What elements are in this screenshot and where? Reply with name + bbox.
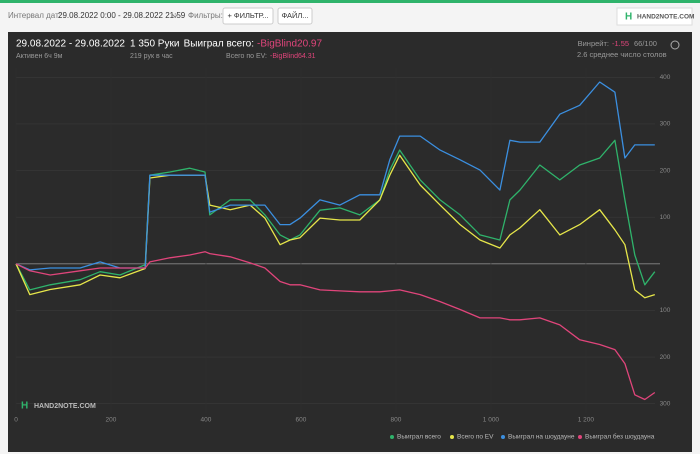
logo-icon: H — [625, 12, 632, 23]
filters-label: Фильтры: — [188, 11, 223, 20]
legend-label: Выиграл на шоудауне — [508, 434, 575, 441]
ev-label: Всего по EV: — [226, 53, 267, 60]
y-tick-label: 400 — [660, 74, 671, 81]
watermark: HAND2NOTE.COM — [34, 403, 96, 410]
legend-item[interactable]: Выиграл без шоудауна — [578, 433, 655, 441]
y-tick-label: 300 — [660, 121, 671, 128]
won-label: Выиграл всего: — [184, 39, 254, 50]
logo: HAND2NOTE.COM — [637, 14, 694, 21]
hands-per-hour: 219 рук в час — [130, 53, 173, 60]
legend-item[interactable]: Всего по EV — [450, 434, 494, 441]
period: 29.08.2022 - 29.08.2022 — [16, 39, 125, 50]
legend-marker — [501, 435, 505, 439]
winrate-value: -1.55 — [612, 39, 629, 48]
settings-icon[interactable] — [670, 40, 680, 50]
winrate-label: Винрейт: — [578, 39, 609, 48]
dropdown-arrow[interactable] — [171, 13, 179, 18]
x-tick-label: 1 000 — [483, 417, 500, 424]
y-tick-label: 200 — [660, 167, 671, 174]
legend-marker — [578, 435, 582, 439]
y-tick-label: 100 — [660, 307, 671, 314]
legend-label: Выиграл всего — [397, 434, 441, 441]
x-tick-label: 400 — [201, 417, 212, 424]
series-line — [15, 251, 656, 401]
hands: 1 350 Руки — [130, 39, 179, 50]
x-tick-label: 0 — [14, 417, 18, 424]
won-value: -BigBlind20.97 — [257, 39, 322, 50]
active-time: Активен 6ч 9м — [16, 53, 63, 60]
plot: 400 300 200 100 100 200 300 0 200 400 600 800 1 000 1… — [14, 68, 671, 441]
x-tick-label: 1 200 — [578, 417, 595, 424]
winrate-unit: 66/100 — [634, 39, 657, 48]
file-button[interactable] — [277, 7, 313, 25]
x-tick-label: 200 — [106, 417, 117, 424]
legend-item[interactable]: Выиграл всего — [390, 434, 441, 441]
top-accent — [0, 0, 700, 3]
filter-button-label[interactable]: + ФИЛЬТР... — [227, 11, 268, 20]
y-tick-label: 100 — [660, 214, 671, 221]
ev-value: -BigBlind64.31 — [270, 53, 316, 60]
x-tick-label: 600 — [296, 417, 307, 424]
series-line — [15, 81, 655, 271]
date-label: Интервал дат: — [8, 11, 61, 20]
filter-button[interactable] — [222, 7, 274, 25]
y-tick-label: 200 — [660, 354, 671, 361]
logo-box — [616, 7, 693, 26]
tables: 2.6 среднее число столов — [577, 50, 667, 59]
date-range[interactable]: 29.08.2022 0:00 - 29.08.2022 21:59 — [58, 11, 186, 20]
legend-label: Выиграл без шоудауна — [585, 433, 655, 441]
y-tick-label: 300 — [660, 400, 671, 407]
chart-panel — [8, 32, 692, 452]
legend-marker — [450, 435, 454, 439]
x-tick-label: 800 — [391, 417, 402, 424]
legend-marker — [390, 435, 394, 439]
file-button-label[interactable]: ФАЙЛ... — [281, 11, 308, 20]
legend-label: Всего по EV — [457, 434, 494, 441]
watermark-icon: H — [21, 401, 28, 412]
legend-item[interactable]: Выиграл на шоудауне — [501, 434, 575, 441]
